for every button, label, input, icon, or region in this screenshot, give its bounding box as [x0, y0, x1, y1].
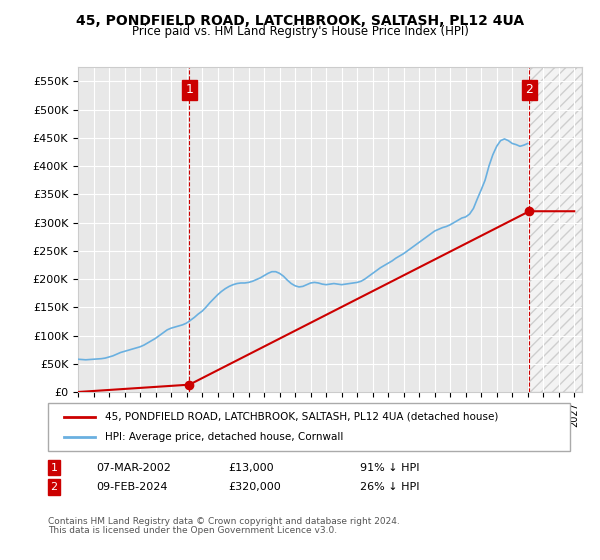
Text: 45, PONDFIELD ROAD, LATCHBROOK, SALTASH, PL12 4UA (detached house): 45, PONDFIELD ROAD, LATCHBROOK, SALTASH,…	[106, 412, 499, 422]
Text: 2: 2	[526, 83, 533, 96]
Text: This data is licensed under the Open Government Licence v3.0.: This data is licensed under the Open Gov…	[48, 526, 337, 535]
FancyBboxPatch shape	[48, 403, 570, 451]
Text: HPI: Average price, detached house, Cornwall: HPI: Average price, detached house, Corn…	[106, 432, 344, 442]
Text: Price paid vs. HM Land Registry's House Price Index (HPI): Price paid vs. HM Land Registry's House …	[131, 25, 469, 38]
Text: 91% ↓ HPI: 91% ↓ HPI	[360, 463, 419, 473]
Text: 07-MAR-2002: 07-MAR-2002	[96, 463, 171, 473]
Text: £320,000: £320,000	[228, 482, 281, 492]
Text: 2: 2	[50, 482, 58, 492]
Bar	[528, 67, 582, 392]
Text: Contains HM Land Registry data © Crown copyright and database right 2024.: Contains HM Land Registry data © Crown c…	[48, 516, 400, 526]
Text: £13,000: £13,000	[228, 463, 274, 473]
Text: 45, PONDFIELD ROAD, LATCHBROOK, SALTASH, PL12 4UA: 45, PONDFIELD ROAD, LATCHBROOK, SALTASH,…	[76, 14, 524, 28]
Text: 09-FEB-2024: 09-FEB-2024	[96, 482, 167, 492]
Text: 1: 1	[50, 463, 58, 473]
Text: 26% ↓ HPI: 26% ↓ HPI	[360, 482, 419, 492]
Text: 1: 1	[185, 83, 193, 96]
